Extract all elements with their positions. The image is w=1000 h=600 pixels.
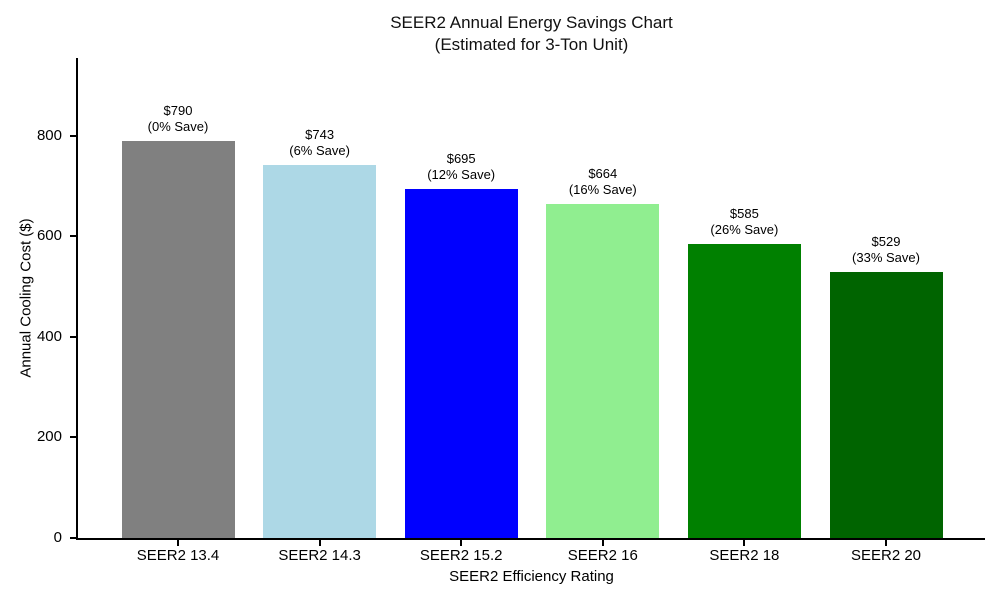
y-tick-mark [70,335,76,338]
x-axis-title: SEER2 Efficiency Rating [449,568,614,585]
x-tick-mark [318,540,321,546]
bar-value-label: $790 (0% Save) [147,102,209,134]
bar [687,243,801,538]
y-tick-mark [70,134,76,137]
x-tick-mark [601,540,604,546]
y-tick-label: 200 [36,428,62,446]
bar [121,140,235,538]
y-tick-label: 600 [36,227,62,245]
chart-subtitle: (Estimated for 3-Ton Unit) [434,35,629,54]
x-tick-mark [177,540,179,546]
x-tick-label: SEER2 20 [850,547,922,564]
bar-value-label: $529 (33% Save) [852,234,920,266]
bar [404,188,518,538]
bar-value-label: $585 (26% Save) [710,205,779,237]
x-tick-label: SEER2 18 [709,547,780,564]
y-tick-mark [70,436,76,439]
y-tick-mark [70,235,76,238]
chart-title-block: SEER2 Annual Energy Savings Chart (Estim… [78,12,985,56]
y-axis-title: Annual Cooling Cost ($) [17,218,35,378]
x-tick-label: SEER2 16 [567,547,638,564]
y-tick-label: 800 [36,126,62,144]
y-tick-label: 0 [53,529,62,546]
bar-value-label: $743 (6% Save) [289,126,350,158]
x-tick-mark [885,540,887,546]
bar [829,272,943,538]
x-tick-mark [460,540,463,546]
bar [546,204,660,538]
bar-value-label: $664 (16% Save) [568,166,637,198]
chart-title: SEER2 Annual Energy Savings Chart [390,13,673,32]
y-tick-label: 400 [36,327,62,345]
bar [263,164,377,538]
bar-value-label: $695 (12% Save) [427,150,496,182]
x-tick-label: SEER2 15.2 [419,547,503,564]
x-tick-label: SEER2 14.3 [278,547,361,564]
y-axis-line [76,58,78,540]
x-tick-mark [743,540,746,546]
x-tick-label: SEER2 13.4 [136,547,220,564]
y-tick-mark [70,537,76,539]
x-axis-line [76,538,985,540]
plot-area: $790 (0% Save) $743 (6% Save) $695 (12% Save)… [18,58,985,585]
